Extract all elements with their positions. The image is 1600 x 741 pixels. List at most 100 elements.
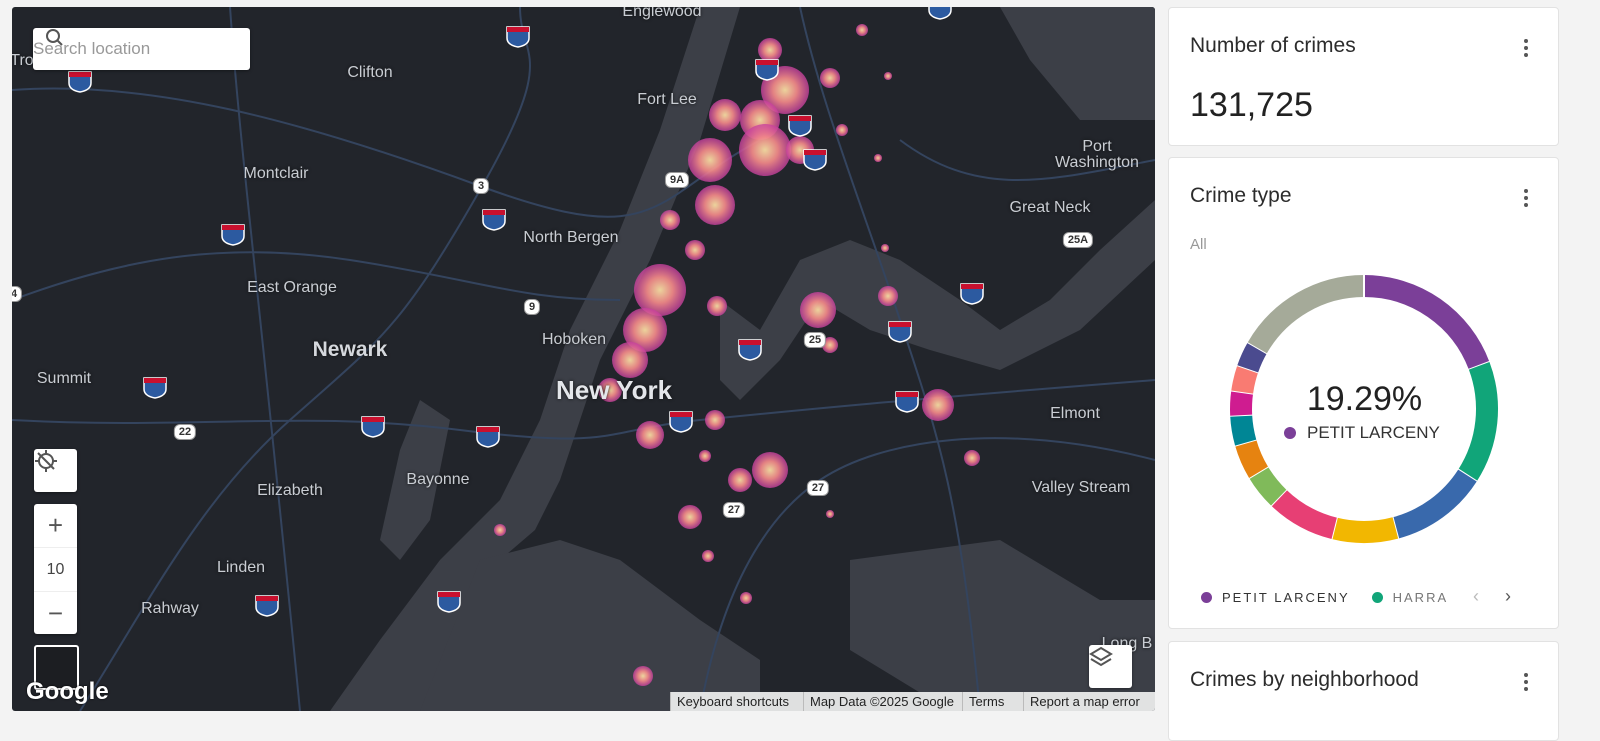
heat-blob (856, 24, 868, 36)
neighborhood-card: Crimes by neighborhood (1168, 641, 1559, 741)
road (79, 7, 531, 711)
segment-gap (1246, 340, 1269, 355)
heat-blob (820, 68, 840, 88)
heat-blob (612, 342, 648, 378)
attribution-link[interactable]: Terms (962, 692, 1023, 711)
donut-segment (1392, 469, 1477, 539)
legend-label: HARRA (1392, 590, 1449, 605)
menu-button[interactable] (1524, 673, 1528, 694)
locate-button[interactable] (34, 449, 77, 492)
layers-button[interactable] (1089, 645, 1132, 688)
shield-top (222, 225, 244, 230)
interstate-shield (476, 426, 500, 448)
heat-blob (688, 138, 732, 182)
heat-blob (826, 510, 834, 518)
donut-chart (1229, 274, 1498, 543)
shield-top (804, 150, 826, 155)
shield-top (438, 592, 460, 597)
segment-gap (1247, 465, 1270, 480)
place-label: Great Neck (1009, 199, 1091, 216)
shield-top (69, 72, 91, 77)
place-label: Englewood (622, 7, 702, 20)
shield-top (961, 284, 983, 289)
place-label: East Orange (247, 279, 337, 296)
segment-gap (1230, 389, 1255, 395)
road (12, 251, 621, 301)
interstate-shield (221, 224, 245, 246)
card-title: Crimes by neighborhood (1190, 668, 1419, 691)
heat-blob (874, 154, 882, 162)
heat-blob (705, 410, 725, 430)
interstate-shield (928, 7, 952, 20)
map[interactable]: Englewood Tro Clifton Fort Lee Port Washingt… (12, 7, 1155, 711)
road (12, 379, 1155, 440)
sound (1000, 7, 1155, 120)
place-label: Port Washington (1055, 138, 1139, 171)
place-label: Hoboken (541, 331, 607, 348)
shield-top (756, 60, 778, 65)
heat-blob (728, 468, 752, 492)
place-label: Rahway (141, 600, 199, 617)
shield-top (477, 427, 499, 432)
interstate-shield (669, 411, 693, 433)
heat-blob (822, 337, 838, 353)
route-shield: 22 (173, 424, 197, 440)
hudson-river (330, 7, 740, 711)
attribution-link[interactable]: Report a map error (1023, 692, 1155, 711)
heat-blob (836, 124, 848, 136)
zoom-out[interactable]: − (47, 597, 64, 628)
interstate-shield (437, 591, 461, 613)
shield-body (928, 7, 952, 20)
heat-blob (709, 99, 741, 131)
heat-blob (678, 505, 702, 529)
route-shield: 4 (12, 286, 23, 302)
zoom-level: 10 (34, 546, 77, 592)
shield-top (256, 596, 278, 601)
menu-button[interactable] (1524, 39, 1528, 60)
heatmap (494, 24, 980, 686)
shield-top (739, 340, 761, 345)
donut-segment (1237, 342, 1267, 373)
interstate-shield (960, 283, 984, 305)
shield-top (483, 210, 505, 215)
heat-blob (636, 421, 664, 449)
center-value: 19.29% (1306, 380, 1423, 418)
legend-item: HARRA (1371, 590, 1449, 605)
jamaica-bay (850, 540, 1155, 711)
route-shield: 3 (472, 178, 490, 194)
road (699, 437, 1155, 711)
donut-segment (1230, 414, 1257, 446)
heat-blob (633, 666, 653, 686)
heat-blob (881, 244, 889, 252)
heat-blob (623, 308, 667, 352)
heat-blob (964, 450, 980, 466)
heat-blob (740, 592, 752, 604)
zoom-in[interactable]: + (47, 509, 64, 540)
legend-prev[interactable]: ‹ (1473, 586, 1479, 606)
heat-blob (707, 296, 727, 316)
segment-gap (1467, 360, 1491, 371)
menu-button[interactable] (1524, 189, 1528, 210)
route-shield: 27 (806, 480, 830, 496)
center-label: PETIT LARCENY (1307, 423, 1440, 442)
route-shield: 27 (722, 502, 746, 518)
interstate-shield (788, 115, 812, 137)
map-type-toggle[interactable] (34, 645, 79, 690)
search-box[interactable]: Search location (33, 28, 250, 70)
heat-blob (702, 550, 714, 562)
center-legend: PETIT LARCENY (1284, 423, 1440, 443)
heat-blob (758, 38, 782, 62)
attribution-link[interactable]: Keyboard shortcuts (670, 692, 803, 711)
heat-blob (739, 124, 791, 176)
heat-blob (598, 378, 622, 402)
crime-count: 131,725 (1190, 86, 1313, 124)
legend-next[interactable]: › (1505, 586, 1511, 606)
donut-segment (1235, 439, 1269, 478)
crime-count-card: Number of crimes 131,725 (1168, 7, 1559, 146)
crime-type-card: Crime type All 19.29% PETIT LARCENY PETI… (1168, 157, 1559, 629)
heat-blob (800, 292, 836, 328)
interstate-shield (738, 339, 762, 361)
interstate-shield (68, 71, 92, 93)
east-river (720, 200, 1155, 400)
attribution-link[interactable]: Map Data ©2025 Google (803, 692, 962, 711)
